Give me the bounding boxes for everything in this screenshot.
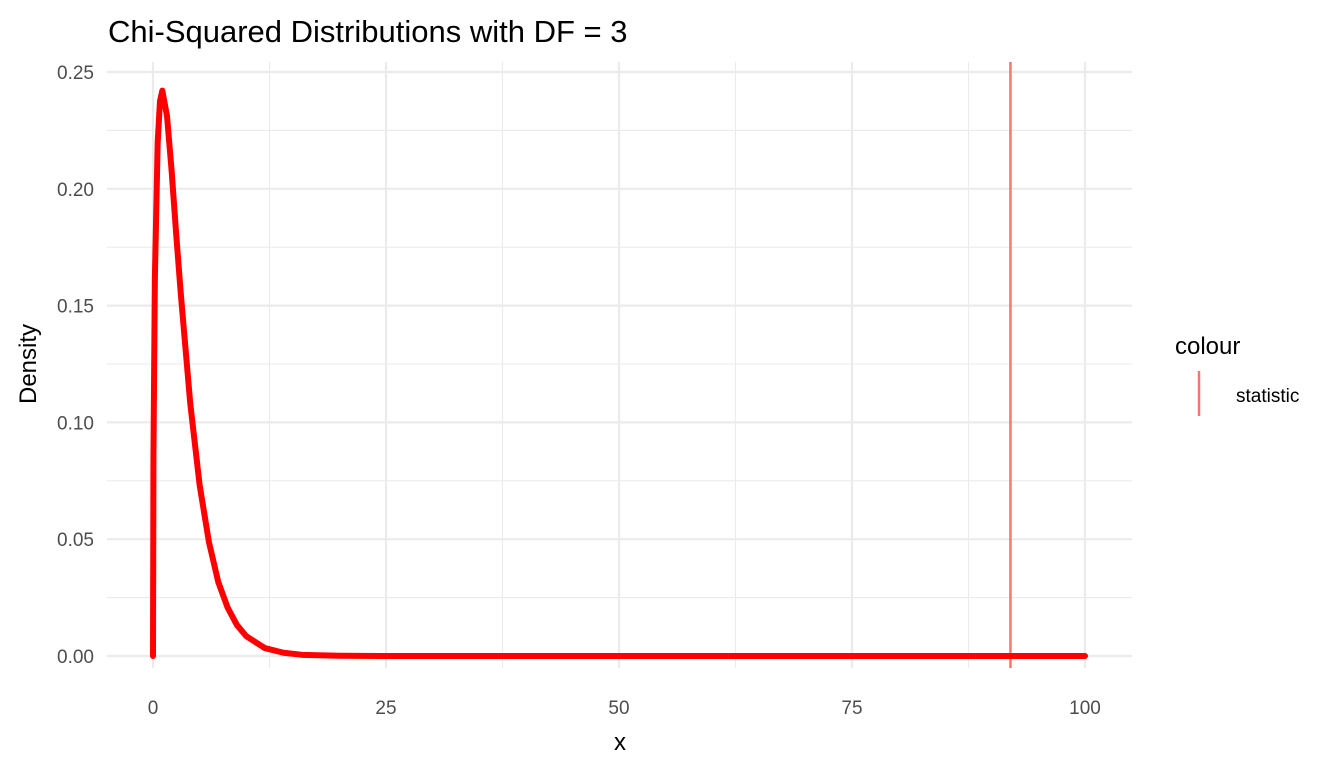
legend-title: colour: [1175, 333, 1240, 360]
y-axis-title: Density: [15, 324, 42, 404]
y-tick-label: 0.10: [57, 413, 94, 434]
tick-labels: 0 25 50 75 100 0.00 0.05 0.10 0.15 0.20 0.25: [57, 63, 1101, 719]
y-tick-label: 0.20: [57, 180, 94, 201]
y-tick-label: 0.25: [57, 63, 94, 84]
legend-label-statistic: statistic: [1236, 386, 1299, 407]
x-tick-label: 25: [375, 698, 396, 719]
chart-title: Chi-Squared Distributions with DF = 3: [108, 14, 627, 49]
x-tick-label: 0: [148, 698, 159, 719]
grid: [107, 62, 1132, 668]
x-tick-label: 100: [1069, 698, 1101, 719]
legend: colour statistic: [1175, 333, 1299, 416]
x-tick-label: 50: [608, 698, 629, 719]
x-tick-label: 75: [841, 698, 862, 719]
density-curve-layer: [150, 87, 1088, 659]
y-tick-label: 0.00: [57, 647, 94, 668]
x-axis-title: x: [614, 729, 626, 756]
density-curve: [150, 87, 1088, 659]
y-tick-label: 0.15: [57, 297, 94, 318]
y-tick-label: 0.05: [57, 530, 94, 551]
